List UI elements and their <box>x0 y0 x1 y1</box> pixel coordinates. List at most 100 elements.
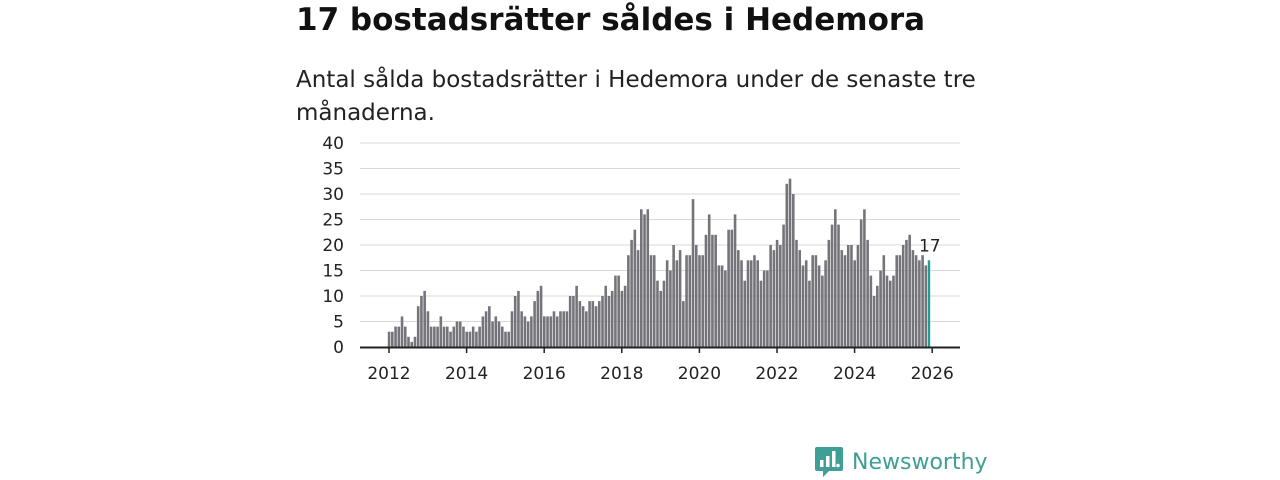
bar <box>630 239 633 347</box>
bar <box>814 255 818 347</box>
bar <box>433 326 436 347</box>
newsworthy-logo: Newsworthy <box>814 446 988 478</box>
bar <box>468 331 472 347</box>
bar <box>471 326 475 347</box>
bar <box>885 275 889 347</box>
bar-latest <box>927 260 931 347</box>
bar <box>834 209 837 347</box>
bar <box>682 301 685 347</box>
bar <box>497 321 501 347</box>
bar <box>410 341 414 347</box>
bar <box>711 234 714 347</box>
bar <box>400 316 404 347</box>
bar <box>908 234 911 347</box>
bar <box>817 265 821 347</box>
bar <box>452 326 456 347</box>
bar <box>649 255 653 347</box>
bar <box>905 239 908 347</box>
bar <box>513 296 517 347</box>
bar <box>704 234 708 347</box>
bar <box>585 311 588 347</box>
bar <box>859 219 863 347</box>
bar <box>594 306 598 347</box>
bar <box>640 209 643 347</box>
bar <box>610 290 614 347</box>
bar <box>772 250 776 347</box>
bar <box>759 280 763 347</box>
x-tick-label: 2012 <box>367 364 410 384</box>
bar <box>572 296 575 347</box>
page-title: 17 bostadsrätter såldes i Hedemora <box>296 2 926 38</box>
bar <box>918 260 921 347</box>
bar <box>391 331 394 347</box>
bar <box>672 245 675 347</box>
bar <box>811 255 814 347</box>
x-axis-ticks: 2012 2014 2016 2018 2020 2022 2024 2026 <box>367 347 954 384</box>
bar <box>575 285 578 347</box>
bar <box>620 290 624 347</box>
bar <box>504 331 507 347</box>
bar <box>756 260 759 347</box>
bar <box>766 270 769 347</box>
bar <box>568 296 572 347</box>
y-axis-ticks: 0 5 10 15 20 25 30 35 40 <box>322 134 344 358</box>
bar <box>397 326 401 347</box>
bar <box>665 260 669 347</box>
bar <box>740 260 743 347</box>
x-tick-label: 2024 <box>833 364 876 384</box>
bar <box>559 311 562 347</box>
bar <box>578 301 582 347</box>
bar <box>720 265 724 347</box>
bar <box>475 331 478 347</box>
bar <box>510 311 514 347</box>
bar <box>429 326 433 347</box>
bar <box>688 255 692 347</box>
bar <box>536 290 540 347</box>
bar <box>403 326 407 347</box>
bar <box>843 255 847 347</box>
bar <box>853 260 856 347</box>
bar <box>543 316 546 347</box>
bar <box>465 331 468 347</box>
bar <box>779 245 782 347</box>
bar <box>494 316 498 347</box>
bar <box>707 214 711 347</box>
bar <box>581 306 585 347</box>
bar <box>743 280 747 347</box>
bar <box>808 280 811 347</box>
bar <box>387 331 391 347</box>
bar <box>597 301 601 347</box>
bar <box>675 260 679 347</box>
bar <box>442 326 446 347</box>
bar <box>694 245 698 347</box>
bar <box>727 229 730 347</box>
bar <box>526 321 530 347</box>
bar <box>539 285 543 347</box>
bar <box>840 250 844 347</box>
bar <box>555 316 559 347</box>
y-tick-label: 40 <box>322 134 344 154</box>
bar <box>911 250 915 347</box>
x-tick-label: 2016 <box>523 364 566 384</box>
bar <box>458 321 462 347</box>
bar <box>888 280 892 347</box>
bar <box>633 229 637 347</box>
bar <box>685 255 688 347</box>
bar <box>617 275 620 347</box>
bar <box>869 275 873 347</box>
bar <box>394 326 397 347</box>
bar <box>436 326 439 347</box>
bar <box>850 245 853 347</box>
bar <box>562 311 565 347</box>
bar <box>801 265 805 347</box>
bar <box>604 285 608 347</box>
bar <box>921 255 924 347</box>
bar <box>901 245 905 347</box>
bar <box>413 336 417 347</box>
bar <box>804 260 808 347</box>
bar <box>646 209 650 347</box>
bar <box>714 234 717 347</box>
bar <box>517 290 520 347</box>
bar <box>491 321 494 347</box>
